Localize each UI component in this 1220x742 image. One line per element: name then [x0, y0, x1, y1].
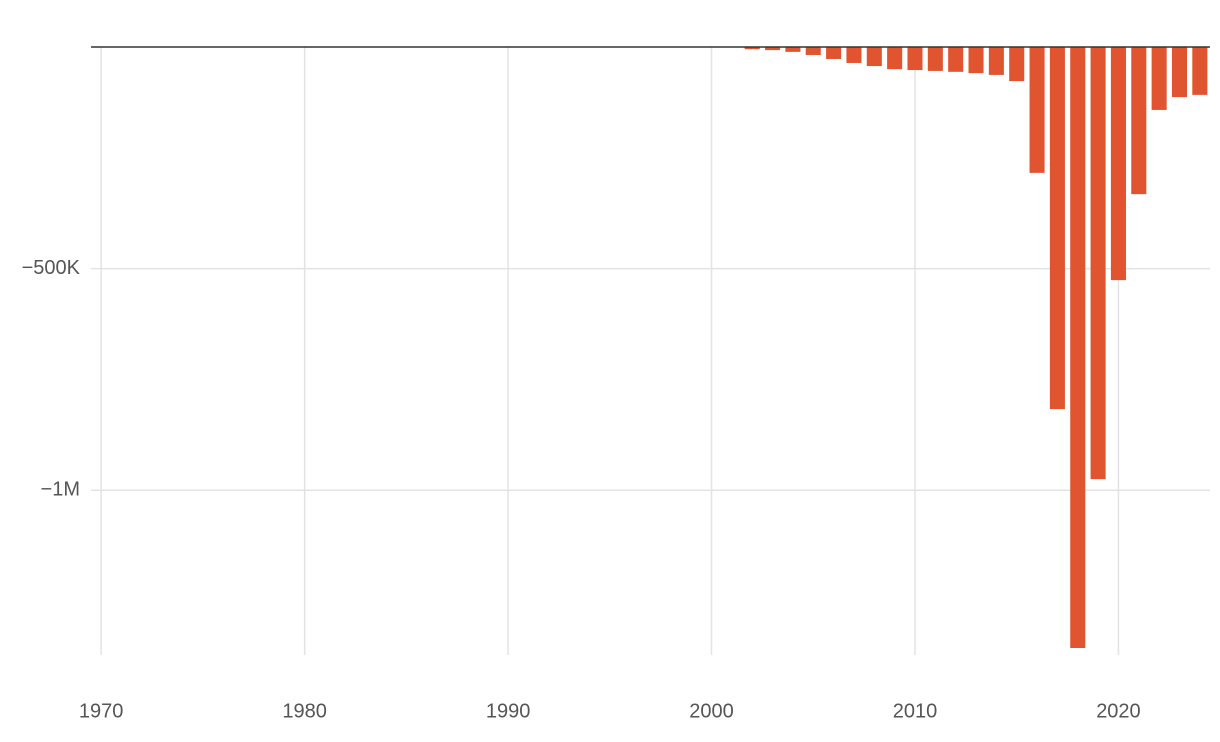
bar: [1110, 47, 1126, 281]
bar: [1049, 47, 1065, 410]
bar: [1029, 47, 1045, 173]
x-tick-label: 1970: [79, 700, 124, 722]
bar: [988, 47, 1004, 75]
bar: [866, 47, 882, 67]
x-tick-label: 2020: [1096, 700, 1141, 722]
bar: [826, 47, 842, 59]
bar: [968, 47, 984, 74]
y-tick-label: −1M: [41, 478, 80, 500]
x-tick-label: 1990: [486, 700, 531, 722]
bar: [785, 47, 801, 52]
bar: [1151, 47, 1167, 110]
bar: [1192, 47, 1208, 95]
bar: [765, 47, 781, 51]
bar: [907, 47, 923, 71]
bar: [846, 47, 862, 63]
x-tick-label: 1980: [282, 700, 327, 722]
bar: [948, 47, 964, 72]
bar: [927, 47, 943, 71]
bar: [1171, 47, 1188, 98]
bar: [1131, 47, 1147, 195]
bar: [744, 47, 760, 50]
bar: [887, 47, 903, 70]
x-tick-label: 2010: [893, 700, 938, 722]
bar: [1090, 47, 1106, 480]
bar: [1070, 47, 1086, 648]
bar: [1009, 47, 1025, 82]
y-tick-label: −500K: [22, 257, 81, 279]
x-tick-label: 2000: [689, 700, 734, 722]
bar: [805, 47, 821, 55]
